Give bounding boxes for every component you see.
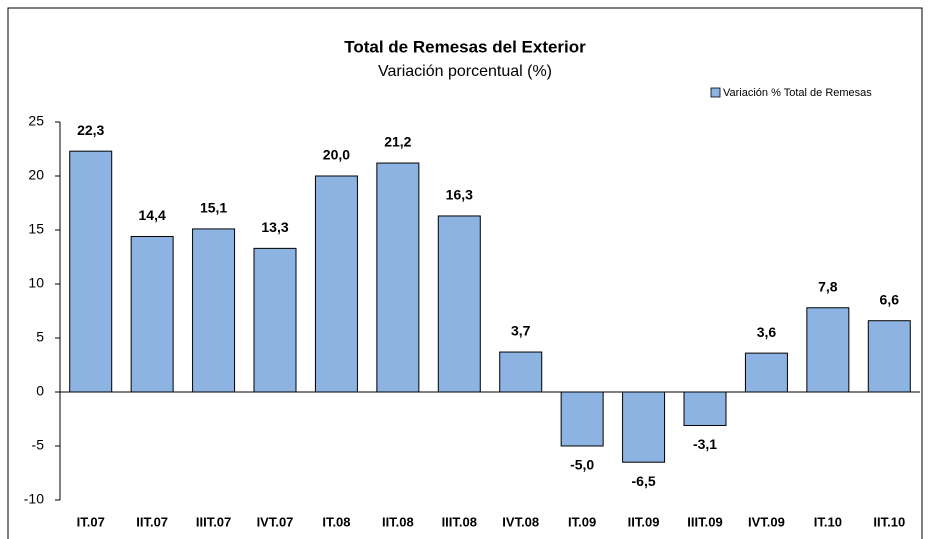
value-label: 7,8: [818, 278, 838, 294]
value-label: 3,6: [757, 324, 777, 340]
chart-title: Total de Remesas del Exterior: [344, 37, 586, 56]
value-label: 22,3: [77, 122, 104, 138]
x-tick-label: IT.10: [814, 514, 842, 529]
y-tick-label: -5: [32, 437, 45, 453]
x-tick-label: IVT.07: [257, 514, 294, 529]
y-tick-label: 0: [36, 383, 44, 399]
x-tick-label: IIT.09: [628, 514, 660, 529]
y-tick-label: -10: [24, 491, 44, 507]
value-label: 15,1: [200, 200, 227, 216]
bar: [806, 307, 850, 393]
x-tick-label: IT.07: [77, 514, 105, 529]
legend-swatch: [710, 87, 721, 98]
bar: [253, 247, 297, 393]
value-label: -6,5: [632, 473, 656, 489]
chart-subtitle: Variación porcentual (%): [378, 63, 552, 80]
bar: [376, 162, 420, 393]
x-tick-label: IT.09: [568, 514, 596, 529]
x-tick-label: IIIT.09: [687, 514, 722, 529]
bar: [314, 175, 358, 393]
value-label: 21,2: [384, 134, 411, 150]
y-tick-label: 10: [28, 275, 44, 291]
value-label: 20,0: [323, 147, 350, 163]
x-tick-label: IVT.08: [502, 514, 539, 529]
bar: [192, 228, 236, 393]
bar: [683, 391, 727, 426]
value-label: 6,6: [880, 291, 900, 307]
x-tick-label: IIIT.08: [442, 514, 477, 529]
value-label: -5,0: [570, 457, 594, 473]
bar: [69, 150, 113, 393]
bar: [437, 215, 481, 393]
x-tick-label: IT.08: [322, 514, 350, 529]
y-tick-label: 5: [36, 329, 44, 345]
bar: [560, 391, 604, 447]
value-label: 14,4: [139, 207, 166, 223]
value-label: 3,7: [511, 323, 531, 339]
bar: [130, 235, 174, 393]
value-label: -3,1: [693, 436, 717, 452]
x-tick-label: IVT.09: [748, 514, 785, 529]
bar: [744, 352, 788, 393]
bar: [622, 391, 666, 463]
bar: [499, 351, 543, 393]
x-tick-label: IIT.10: [873, 514, 905, 529]
x-tick-label: IIT.08: [382, 514, 414, 529]
y-tick-label: 25: [28, 113, 44, 129]
y-tick-label: 15: [28, 221, 44, 237]
y-tick-label: 20: [28, 167, 44, 183]
x-tick-label: IIT.07: [136, 514, 168, 529]
bar: [867, 320, 911, 393]
legend-label: Variación % Total de Remesas: [723, 87, 872, 99]
value-label: 13,3: [261, 219, 288, 235]
value-label: 16,3: [446, 187, 473, 203]
chart-frame: [7, 7, 923, 539]
x-tick-label: IIIT.07: [196, 514, 231, 529]
